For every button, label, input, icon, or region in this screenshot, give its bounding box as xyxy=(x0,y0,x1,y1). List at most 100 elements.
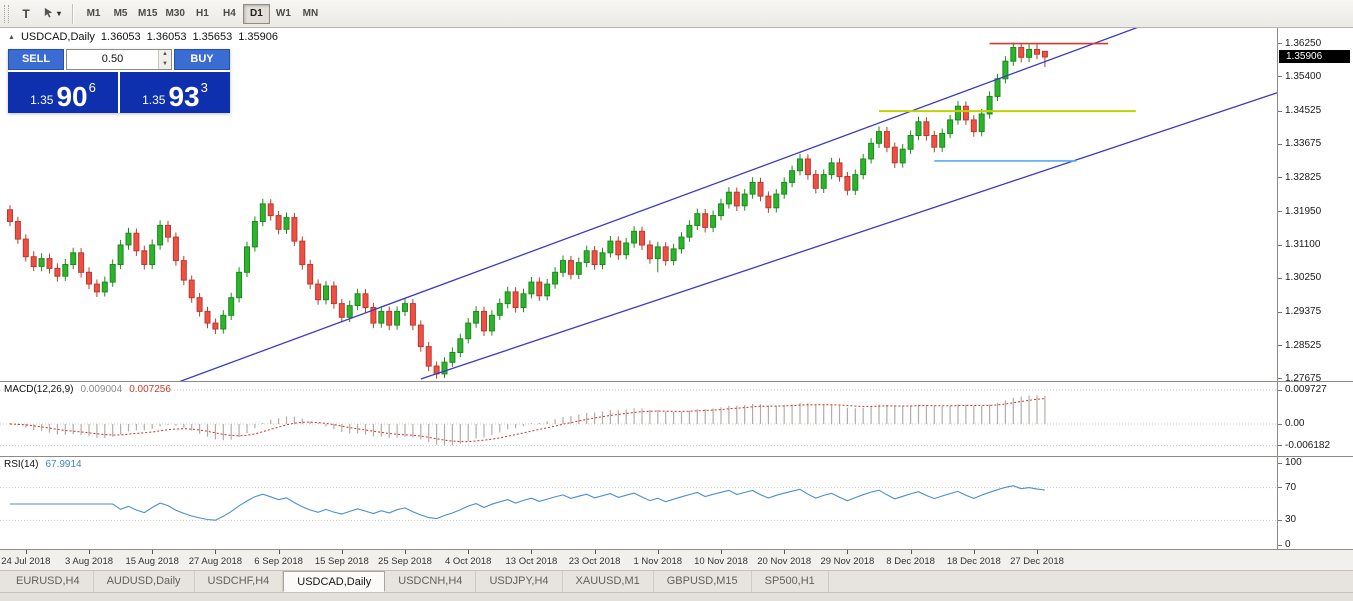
text-tool-button[interactable]: T xyxy=(15,4,37,24)
time-tick-label: 24 Jul 2018 xyxy=(1,556,51,567)
price-axis[interactable]: 1.36250 1.35400 1.34525 1.33675 1.32825 1.319… xyxy=(1277,28,1352,381)
price-tick xyxy=(1278,211,1282,213)
main-chart-plot[interactable]: ▲ USDCAD,Daily 1.36053 1.36053 1.35653 1… xyxy=(0,28,1277,381)
chart-tab-eurusd-h4[interactable]: EURUSD,H4 xyxy=(3,571,94,592)
toolbar: T ▾ M1 M5 M15 M30 H1 H4 D1 W1 MN xyxy=(0,0,1353,28)
timeframe-button-m30[interactable]: M30 xyxy=(165,7,185,19)
price-tick xyxy=(1278,177,1282,178)
price-tick xyxy=(1278,311,1282,313)
macd-chart xyxy=(0,382,1277,456)
timeframe-button-h1[interactable]: H1 xyxy=(196,7,209,19)
text-tool-icon: T xyxy=(22,6,30,21)
ohlc-close: 1.35906 xyxy=(238,31,278,43)
price-tick xyxy=(1278,43,1282,45)
mac d-tick-label: 0.00 xyxy=(1285,418,1305,429)
time-tick-label: 25 Sep 2018 xyxy=(378,556,432,567)
rsi-tick xyxy=(1278,519,1282,521)
timeframe-button-mn[interactable]: MN xyxy=(302,7,319,19)
chart-tab-usdcnh-h4[interactable]: USDCNH,H4 xyxy=(385,571,477,592)
drawing-tools-button[interactable]: ▾ xyxy=(39,4,65,24)
time-tick-label: 29 Nov 2018 xyxy=(820,556,875,567)
toolbar-separator xyxy=(72,3,74,24)
price-tick-label: 1.32825 xyxy=(1285,171,1322,183)
panel-splitter[interactable] xyxy=(0,381,1353,382)
macd-signal-value: 0.007256 xyxy=(129,384,171,395)
rsi-panel[interactable]: RSI(14) 67.9914 xyxy=(0,457,1277,549)
chart-marker-icon: ▲ xyxy=(8,33,15,41)
chart-tab-audusd-daily[interactable]: AUDUSD,Daily xyxy=(94,571,195,592)
macd-label: MACD(12,26,9) 0.009004 0.007256 xyxy=(4,384,171,395)
rsi-axis[interactable]: 100 70 30 0 xyxy=(1277,457,1352,549)
time-tick xyxy=(784,550,786,554)
timeframe-button-m1[interactable]: M1 xyxy=(86,7,101,19)
macd-row: MACD(12,26,9) 0.009004 0.007256 0.009727… xyxy=(0,382,1353,456)
ohlc-high: 1.36053 xyxy=(146,31,187,43)
macd-tick xyxy=(1278,389,1282,391)
sell-button[interactable]: SELL xyxy=(8,49,64,70)
panel-splitter[interactable] xyxy=(0,549,1353,550)
buy-price-figure: 1.35 xyxy=(142,93,166,107)
macd-main-value: 0.009004 xyxy=(80,384,123,395)
volume-spinner: ▲ ▼ xyxy=(158,50,171,69)
time-tick-label: 20 Nov 2018 xyxy=(757,556,812,567)
timeframe-button-m5[interactable]: M5 xyxy=(113,7,128,19)
volume-increase-icon[interactable]: ▲ xyxy=(159,50,171,60)
time-tick xyxy=(847,550,849,554)
rsi-tick-label: 70 xyxy=(1285,481,1297,493)
time-tick xyxy=(278,550,280,554)
price-tick xyxy=(1278,378,1282,380)
volume-decrease-icon[interactable]: ▼ xyxy=(159,59,171,69)
time-tick xyxy=(657,550,659,554)
time-tick xyxy=(405,550,406,554)
timeframe-button-d1[interactable]: D1 xyxy=(242,3,270,24)
rsi-name: RSI(14) xyxy=(4,459,39,470)
chart-tab-usdjpy-h4[interactable]: USDJPY,H4 xyxy=(476,571,563,592)
chart-title: ▲ USDCAD,Daily 1.36053 1.36053 1.35653 1… xyxy=(8,31,278,43)
time-tick-label: 13 Oct 2018 xyxy=(505,556,558,567)
buy-price-display[interactable]: 1.35 93 3 xyxy=(120,72,230,113)
rsi-tick-label: 0 xyxy=(1285,539,1291,549)
chart-tabs-bar: EURUSD,H4 AUDUSD,Daily USDCHF,H4 USDCAD,Dai… xyxy=(0,571,1353,593)
volume-input[interactable]: 0.50 xyxy=(101,53,124,65)
time-tick xyxy=(721,550,722,554)
timeframe-button-h4[interactable]: H4 xyxy=(223,7,236,19)
macd-axis[interactable]: 0.009727 0.00 -0.006182 xyxy=(1277,382,1352,456)
timeframe-button-m15[interactable]: M15 xyxy=(138,7,158,19)
macd-name: MACD(12,26,9) xyxy=(4,384,74,395)
price-tick xyxy=(1278,277,1282,279)
time-tick-label: 4 Oct 2018 xyxy=(444,556,492,567)
buy-price-point: 3 xyxy=(200,80,208,95)
price-tick-label: 1.33675 xyxy=(1285,138,1322,150)
sell-price-figure: 1.35 xyxy=(30,93,54,107)
time-tick xyxy=(468,550,470,554)
chart-tab-usdcad-daily[interactable]: USDCAD,Daily xyxy=(283,571,386,592)
chart-tab-xauusd-m1[interactable]: XAUUSD,M1 xyxy=(563,571,654,592)
macd-panel[interactable]: MACD(12,26,9) 0.009004 0.007256 xyxy=(0,382,1277,456)
macd-tick xyxy=(1278,445,1282,447)
price-tick-label: 1.35400 xyxy=(1285,70,1322,82)
buy-price-pips: 93 xyxy=(168,81,200,113)
time-tick-label: 18 Dec 2018 xyxy=(946,556,1001,567)
volume-box: 0.50 ▲ ▼ xyxy=(66,49,172,70)
time-tick xyxy=(25,550,27,554)
timeframe-button-w1[interactable]: W1 xyxy=(275,7,291,19)
sell-price-display[interactable]: 1.35 90 6 xyxy=(8,72,118,113)
buy-button[interactable]: BUY xyxy=(174,49,230,70)
time-axis[interactable]: 24 Jul 2018 3 Aug 2018 15 Aug 2018 27 Aug 2… xyxy=(0,550,1353,571)
bottom-strip xyxy=(0,593,1353,601)
price-tick-label: 1.36250 xyxy=(1285,37,1322,49)
ohlc-low: 1.35653 xyxy=(192,31,233,43)
toolbar-grip[interactable] xyxy=(4,4,9,23)
price-tick-label: 1.30250 xyxy=(1285,272,1322,284)
mac d-tick-label: 0.009727 xyxy=(1285,384,1327,395)
time-tick-label: 10 Nov 2018 xyxy=(694,556,748,567)
chart-tab-sp500-h1[interactable]: SP500,H1 xyxy=(752,571,829,592)
time-tick xyxy=(1037,550,1038,554)
panel-splitter[interactable] xyxy=(0,456,1353,457)
chart-tab-gbpusd-m15[interactable]: GBPUSD,M15 xyxy=(654,571,752,592)
time-tick-label: 8 Dec 2018 xyxy=(886,556,935,567)
time-tick xyxy=(152,550,154,554)
chart-tab-usdchf-h4[interactable]: USDCHF,H4 xyxy=(195,571,284,592)
time-tick-label: 27 Aug 2018 xyxy=(188,556,243,567)
time-tick-label: 6 Sep 2018 xyxy=(254,556,303,567)
